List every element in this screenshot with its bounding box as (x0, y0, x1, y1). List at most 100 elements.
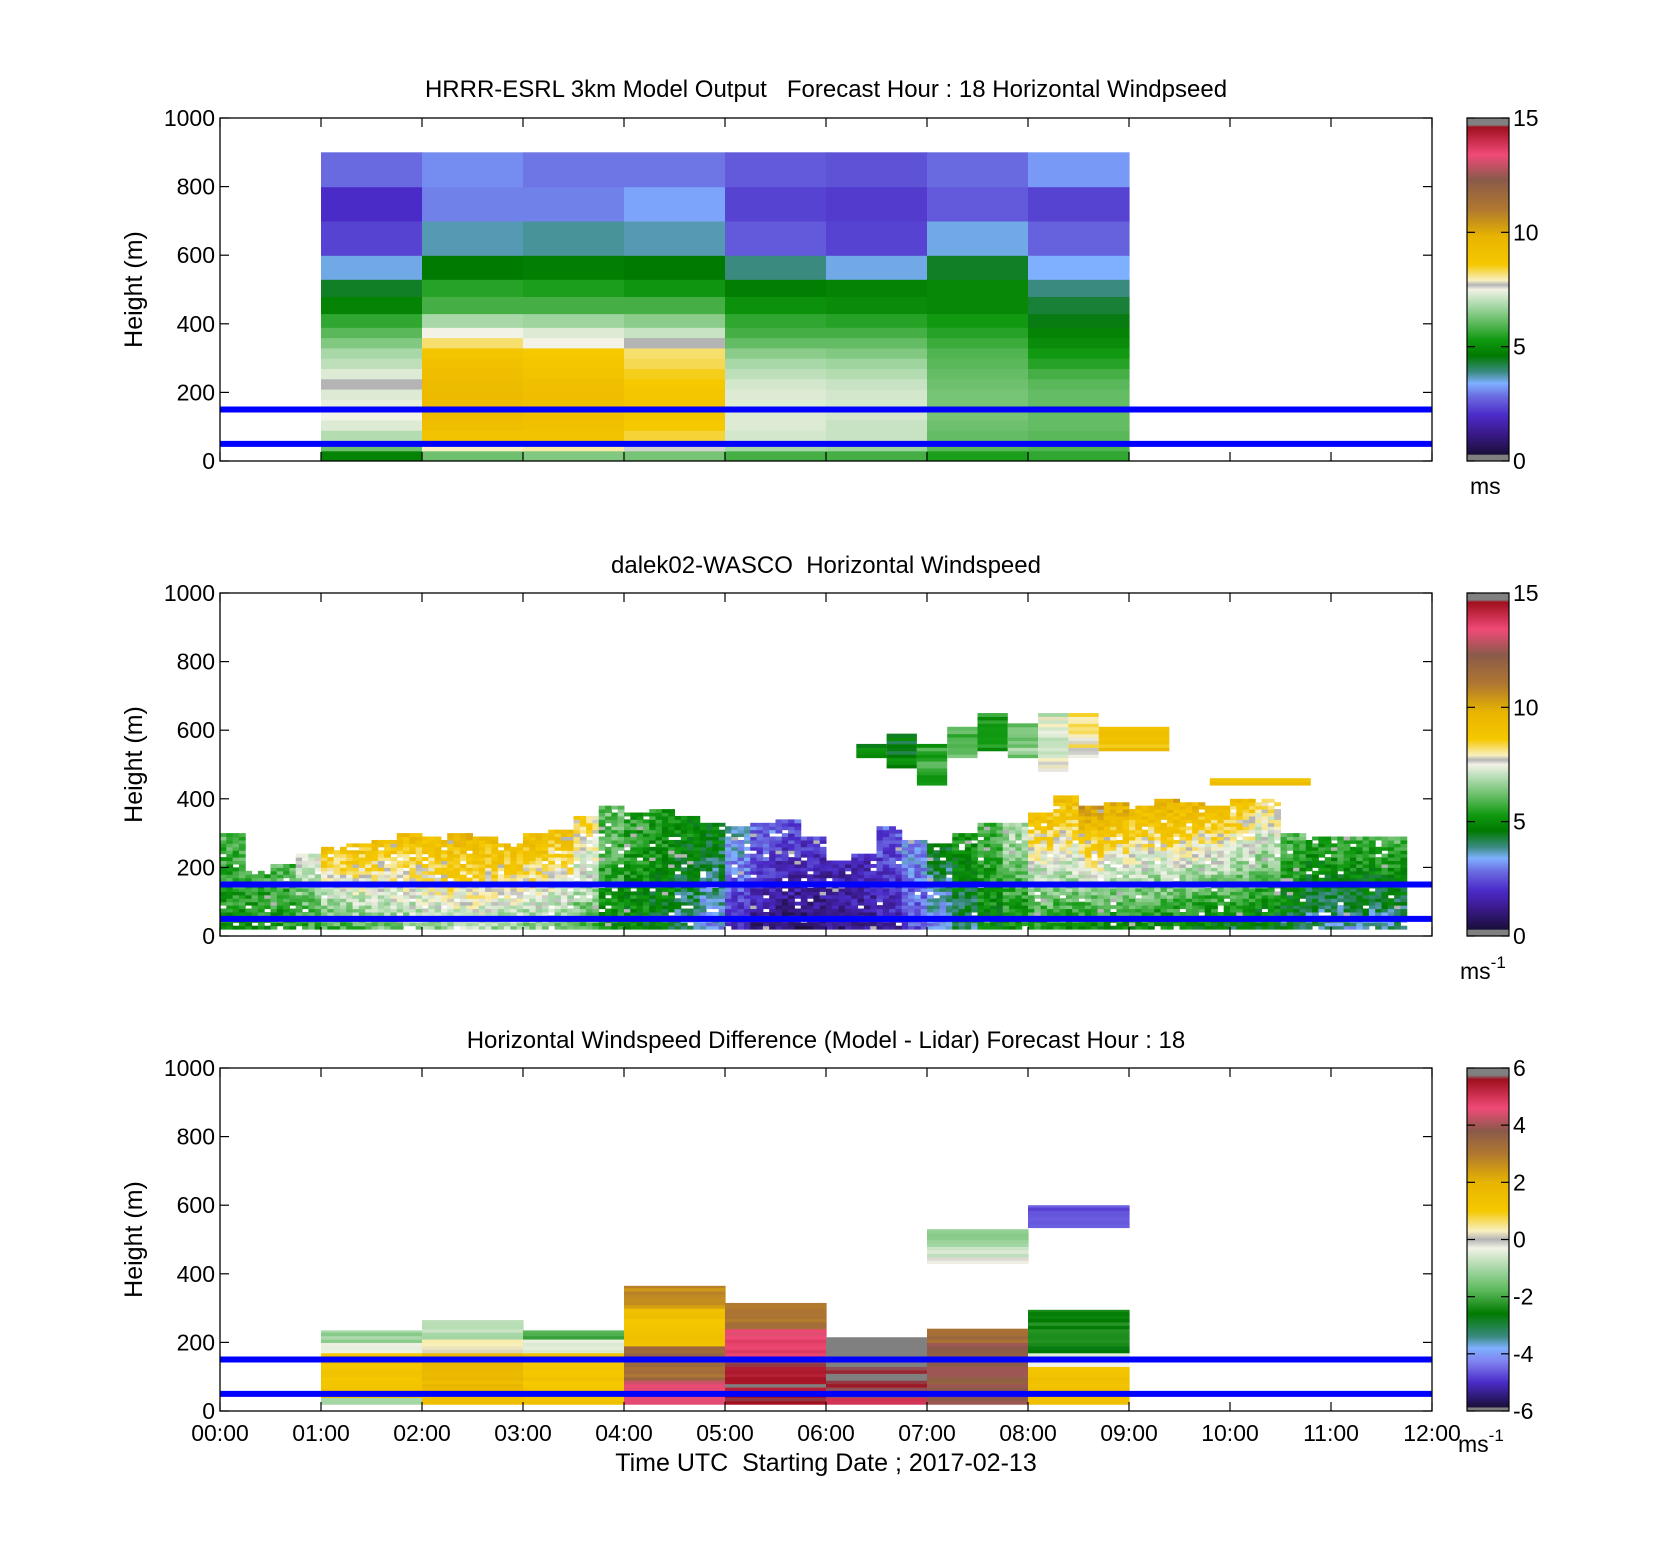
heatmap-cell (516, 925, 524, 930)
heatmap-cell (220, 833, 227, 838)
heatmap-cell (895, 829, 903, 834)
heatmap-cell (895, 887, 903, 892)
heatmap-cell (624, 850, 631, 855)
heatmap-cell (788, 891, 795, 896)
heatmap-cell (649, 905, 657, 910)
heatmap-cell (990, 922, 997, 927)
heatmap-cell (554, 874, 562, 879)
heatmap-cell (264, 887, 271, 892)
heatmap-cell (567, 857, 574, 862)
heatmap-cell (1015, 846, 1023, 851)
heatmap-cell (901, 925, 909, 930)
heatmap-cell (1154, 805, 1162, 810)
heatmap-cell (327, 898, 335, 903)
heatmap-cell (1192, 901, 1199, 906)
heatmap-cell (1097, 925, 1105, 930)
heatmap-cell (1046, 826, 1054, 831)
heatmap-cell (358, 922, 366, 927)
heatmap-cell (384, 908, 391, 913)
heatmap-cell (1135, 850, 1143, 855)
heatmap-cell (800, 911, 808, 916)
heatmap-cell (1002, 891, 1010, 896)
heatmap-cell (459, 867, 467, 872)
heatmap-cell (459, 908, 467, 913)
heatmap-cell (1173, 860, 1180, 865)
heatmap-cell (661, 826, 669, 831)
heatmap-cell (977, 898, 985, 903)
heatmap-cell (1192, 833, 1199, 838)
heatmap-cell (1034, 850, 1042, 855)
heatmap-cell (358, 898, 366, 903)
heatmap-cell (661, 911, 669, 916)
heatmap-cell (270, 898, 278, 903)
heatmap-cell (352, 850, 360, 855)
heatmap-cell (680, 815, 688, 820)
heatmap-cell (1204, 819, 1212, 824)
heatmap-cell (504, 843, 511, 848)
heatmap-cell (579, 822, 587, 827)
heatmap-cell (706, 850, 713, 855)
heatmap-cell (1009, 925, 1016, 930)
heatmap-cell (1009, 867, 1016, 872)
heatmap-cell (586, 857, 593, 862)
heatmap-cell (624, 860, 631, 865)
heatmap-cell (238, 911, 246, 916)
heatmap-cell (775, 925, 783, 930)
heatmap-cell (1002, 839, 1010, 844)
heatmap-cell (377, 911, 385, 916)
colorbar-tick-label: 5 (1513, 334, 1526, 360)
heatmap-cell (504, 877, 511, 882)
heatmap-cell (1097, 822, 1105, 827)
heatmap-cell (1261, 815, 1269, 820)
heatmap-cell (964, 922, 972, 927)
heatmap-cell (384, 901, 391, 906)
heatmap-cell (983, 925, 991, 930)
heatmap-cell (725, 894, 732, 899)
heatmap-cell (781, 867, 789, 872)
heatmap-cell (1154, 887, 1162, 892)
heatmap-cell (1097, 815, 1105, 820)
heatmap-cell (1122, 863, 1130, 868)
heatmap-cell (1028, 327, 1130, 339)
heatmap-cell (365, 863, 372, 868)
heatmap-cell (1173, 905, 1180, 910)
heatmap-cell (762, 843, 770, 848)
heatmap-cell (971, 908, 978, 913)
heatmap-cell (971, 887, 978, 892)
heatmap-cell (491, 898, 499, 903)
heatmap-cell (971, 874, 978, 879)
heatmap-cell (781, 843, 789, 848)
heatmap-cell (642, 922, 650, 927)
heatmap-cell (750, 891, 758, 896)
reference-lines (220, 406, 1432, 447)
heatmap-cell (927, 863, 934, 868)
heatmap-cell (914, 857, 922, 862)
heatmap-cell (611, 839, 619, 844)
heatmap-cell (491, 846, 499, 851)
heatmap-cell (1103, 891, 1111, 896)
heatmap-cell (1065, 901, 1073, 906)
heatmap-cell (725, 450, 827, 461)
heatmap-cell (598, 853, 606, 858)
heatmap-cell (756, 822, 764, 827)
heatmap-cell (668, 819, 675, 824)
heatmap-cell (819, 850, 827, 855)
heatmap-cell (1135, 815, 1143, 820)
heatmap-cell (813, 905, 821, 910)
heatmap-cell (1009, 839, 1016, 844)
heatmap-cell (1091, 911, 1098, 916)
heatmap-cell (573, 846, 581, 851)
heatmap-cell (1084, 887, 1092, 892)
heatmap-cell (1185, 922, 1193, 927)
heatmap-cell (579, 901, 587, 906)
heatmap-cell (1065, 925, 1073, 930)
heatmap-cell (1059, 887, 1067, 892)
heatmap-cell (1166, 802, 1174, 807)
heatmap-cell (781, 846, 789, 851)
heatmap-cell (693, 839, 701, 844)
heatmap-cell (1160, 846, 1168, 851)
heatmap-cell (428, 853, 436, 858)
heatmap-cell (630, 822, 638, 827)
heatmap-cell (1261, 809, 1269, 814)
heatmap-cell (1267, 819, 1275, 824)
